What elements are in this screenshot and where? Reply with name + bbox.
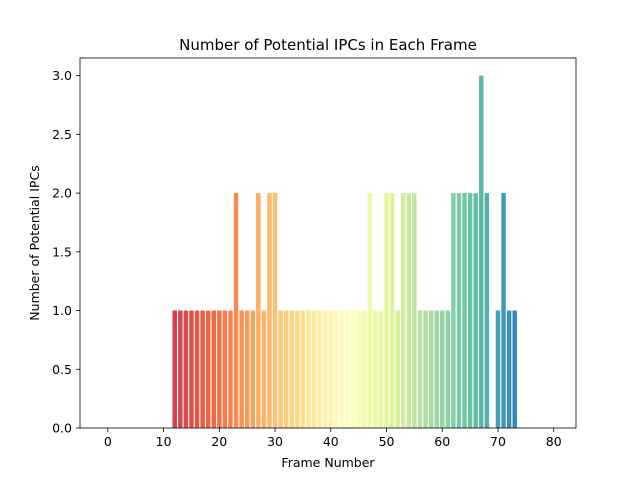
bar-frame-45	[356, 310, 361, 428]
bar-frame-40	[328, 310, 334, 428]
axes-group: 0 10 20 30 40 50 60 70 80 0.0 0.5 1.0 1.5 2.0 2.5 3.0	[52, 57, 577, 449]
bar-frame-34	[295, 310, 300, 428]
bar-frame-35	[300, 310, 306, 428]
bar-frame-70	[495, 310, 501, 428]
bar-frame-23	[233, 193, 239, 428]
bar-frame-59	[434, 310, 439, 428]
bar-frame-14	[183, 310, 189, 428]
bar-frame-29	[267, 193, 272, 428]
bar-frame-12	[172, 310, 177, 428]
bar-frame-13	[178, 310, 183, 428]
bar-frame-39	[322, 310, 328, 428]
bar-frame-32	[283, 310, 289, 428]
bar-frame-50	[384, 193, 389, 428]
bar-frame-66	[473, 193, 478, 428]
bar-frame-30	[272, 193, 278, 428]
x-axis-label: Frame Number	[281, 455, 375, 470]
bar-frame-16	[194, 310, 200, 428]
x-tick-label: 60	[434, 434, 450, 449]
x-tick-label: 40	[323, 434, 339, 449]
y-axis-label: Number of Potential IPCs	[27, 165, 42, 320]
bar-frame-38	[317, 310, 322, 428]
y-tick-label: 0.5	[52, 362, 72, 377]
bar-frame-42	[339, 310, 345, 428]
bar-frame-64	[462, 193, 467, 428]
chart-title: Number of Potential IPCs in Each Frame	[179, 36, 477, 54]
bar-frame-25	[244, 310, 250, 428]
bar-frame-28	[261, 310, 267, 428]
bar-frame-63	[456, 193, 462, 428]
y-tick-label: 1.5	[52, 244, 72, 259]
bar-frame-56	[417, 310, 423, 428]
bar-frame-58	[428, 310, 434, 428]
bar-frame-26	[250, 310, 255, 428]
bar-frame-19	[211, 310, 216, 428]
x-tick-label: 80	[546, 434, 562, 449]
bar-frame-67	[479, 75, 484, 429]
bar-frame-65	[467, 193, 473, 428]
bar-frame-48	[373, 310, 378, 428]
bar-frame-57	[423, 310, 428, 428]
x-tick-label: 30	[267, 434, 283, 449]
bar-frame-72	[506, 310, 512, 428]
plot-frame	[79, 57, 577, 429]
bar-frame-18	[205, 310, 211, 428]
bar-frame-43	[345, 310, 350, 428]
bar-frame-49	[378, 310, 384, 428]
bar-frame-17	[200, 310, 205, 428]
bar-frame-51	[389, 193, 395, 428]
bar-frame-24	[239, 310, 244, 428]
bar-frame-71	[501, 193, 506, 428]
bar-frame-44	[350, 310, 356, 428]
x-tick-label: 70	[490, 434, 506, 449]
bar-frame-46	[362, 310, 367, 428]
bar-frame-22	[228, 310, 233, 428]
bar-frame-15	[189, 310, 194, 428]
y-tick-label: 2.0	[52, 186, 72, 201]
bar-frame-31	[278, 310, 283, 428]
bar-frame-47	[367, 193, 373, 428]
bar-frame-20	[217, 310, 222, 428]
bar-frame-62	[451, 193, 456, 428]
bar-frame-33	[289, 310, 295, 428]
x-tick-label: 50	[379, 434, 395, 449]
bar-frame-53	[401, 193, 406, 428]
bar-frame-52	[395, 310, 400, 428]
bar-frame-73	[512, 310, 517, 428]
bar-frame-27	[256, 193, 261, 428]
bar-frame-41	[334, 310, 339, 428]
y-tick-label: 0.0	[52, 421, 72, 436]
bar-frame-37	[311, 310, 317, 428]
bar-frame-21	[222, 310, 228, 428]
y-tick-label: 3.0	[52, 68, 72, 83]
y-tick-label: 1.0	[52, 303, 72, 318]
bar-frame-68	[484, 193, 490, 428]
y-tick-label: 2.5	[52, 127, 72, 142]
bars-group	[172, 75, 517, 429]
bar-frame-36	[306, 310, 311, 428]
x-tick-label: 0	[104, 434, 112, 449]
bar-frame-60	[440, 310, 445, 428]
x-tick-label: 10	[156, 434, 172, 449]
bar-frame-61	[445, 310, 451, 428]
bar-frame-55	[412, 193, 417, 428]
x-tick-label: 20	[211, 434, 227, 449]
bar-frame-54	[406, 193, 412, 428]
